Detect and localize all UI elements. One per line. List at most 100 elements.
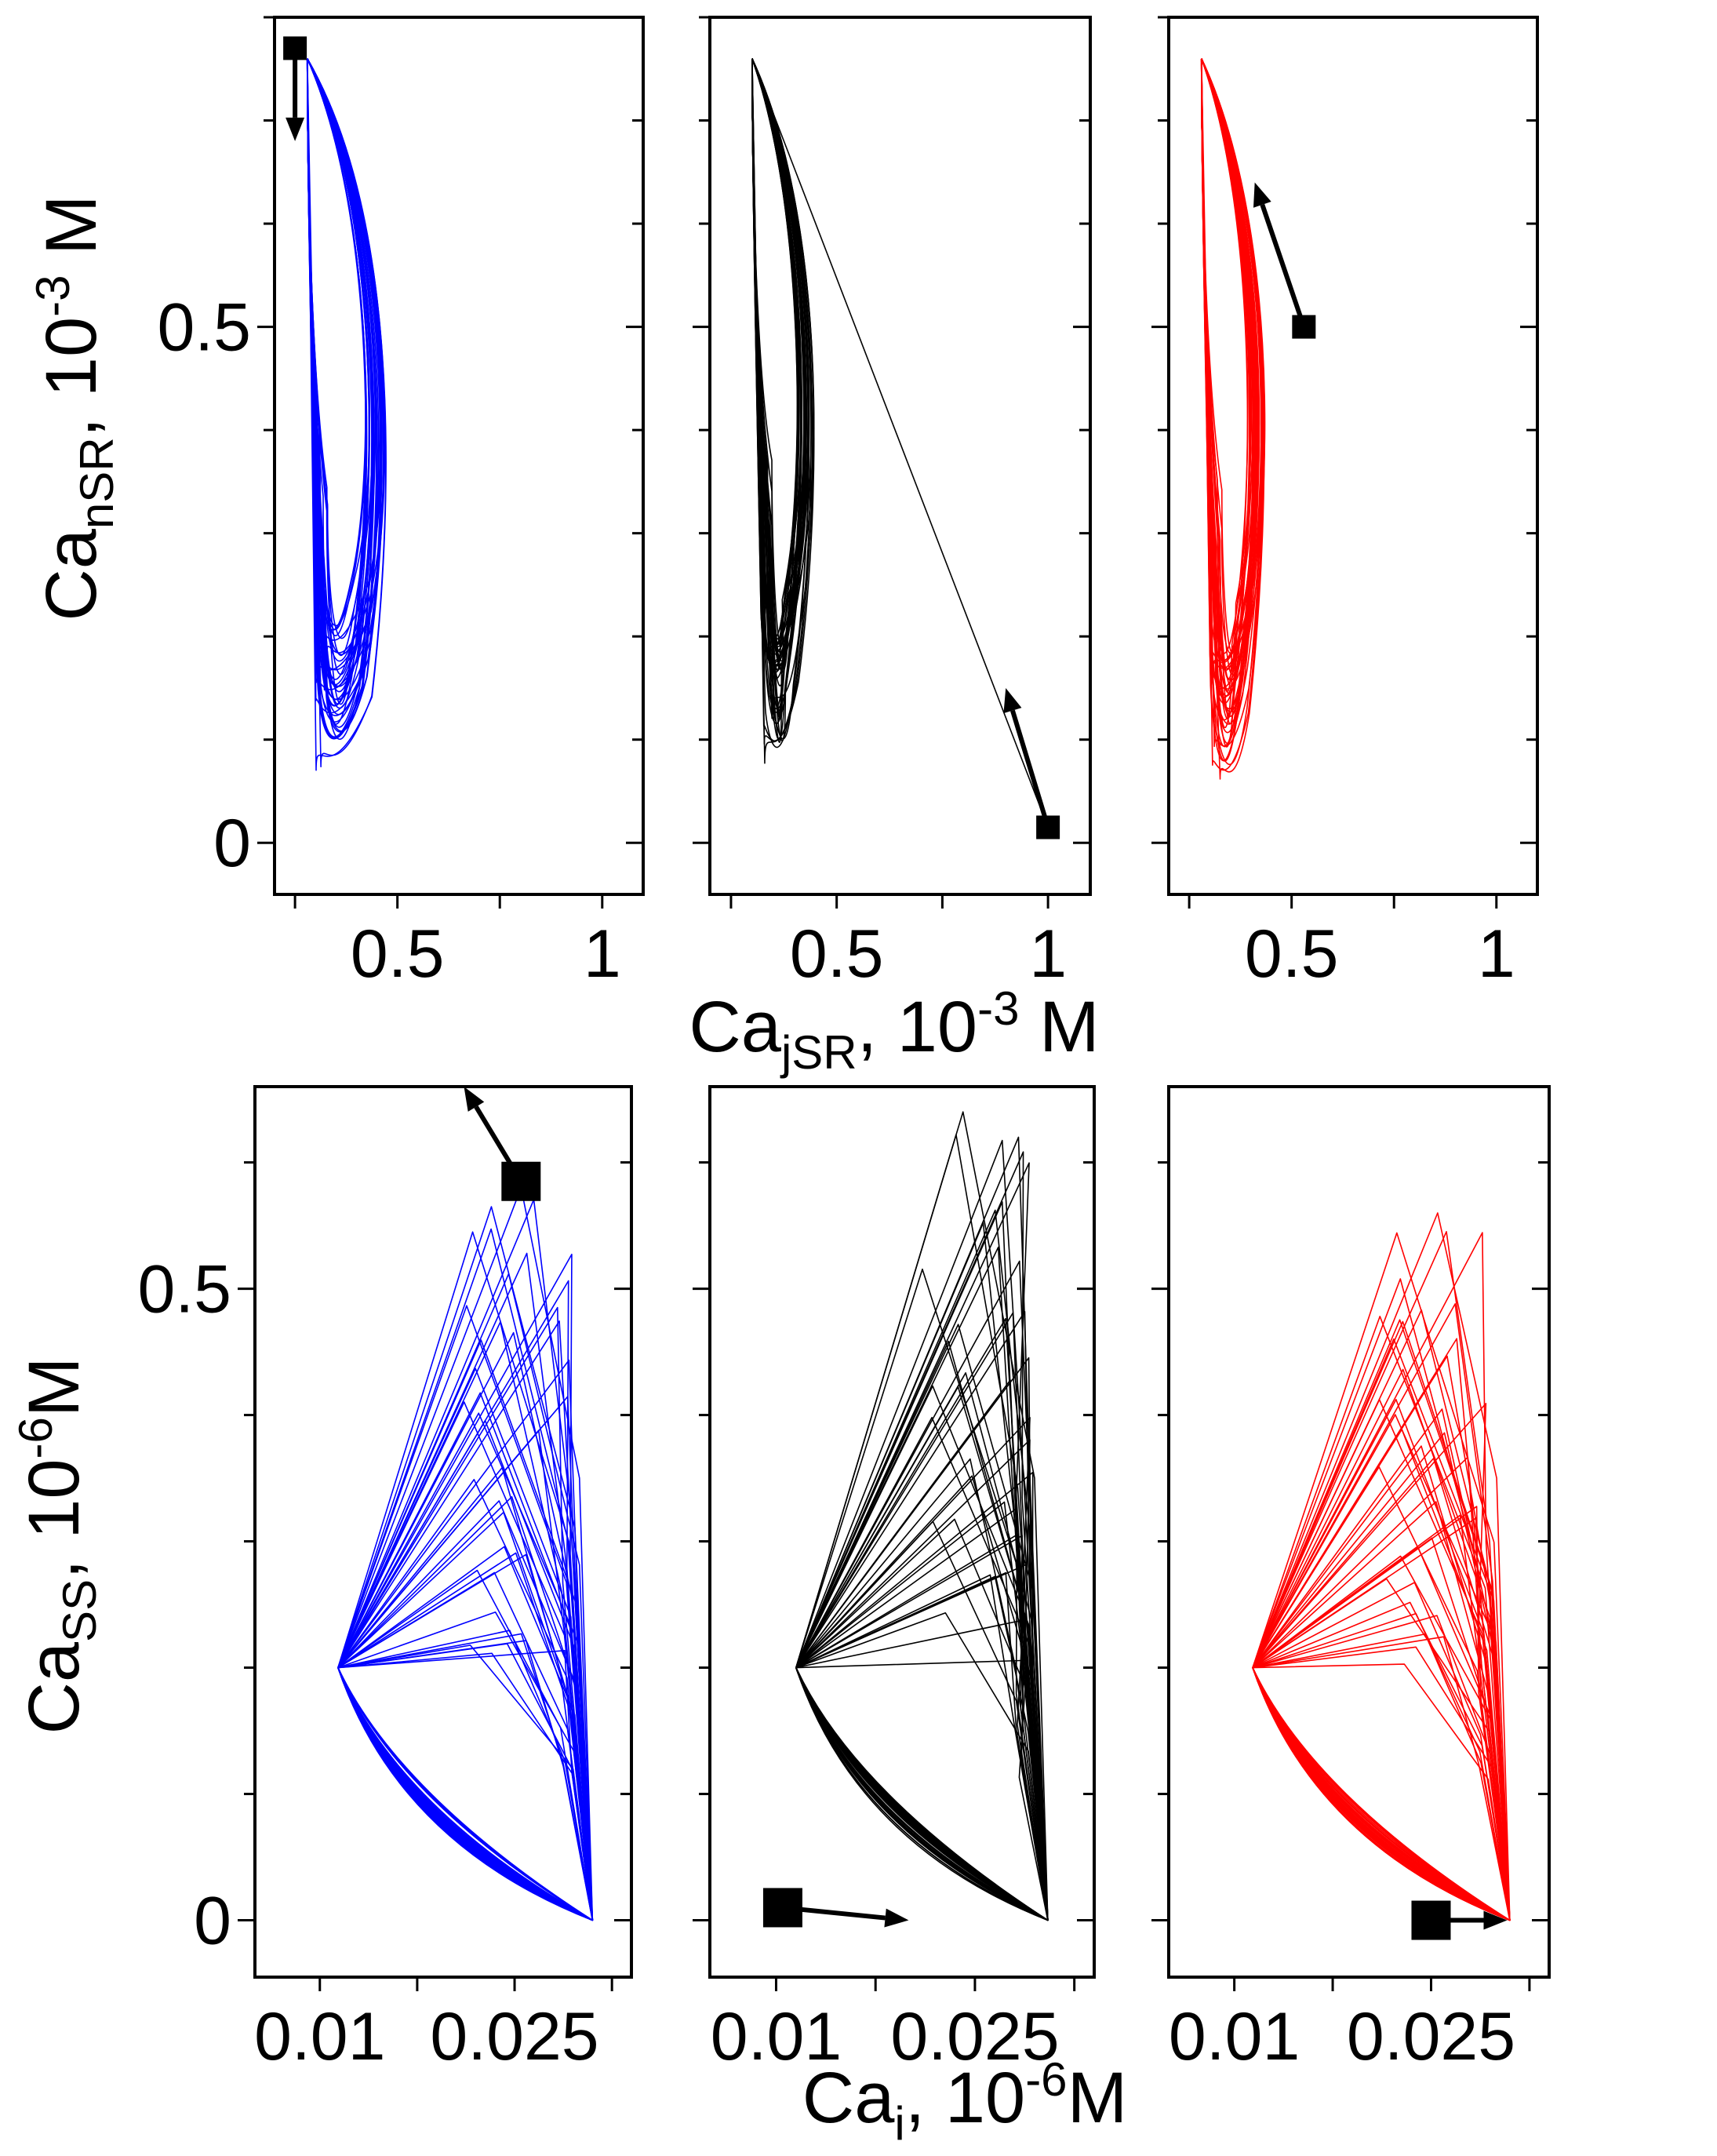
x-tick-label: 0.025 [890,1999,1059,2074]
bottom-xlabel-base: Ca [802,2058,895,2138]
trajectory-loop [795,1417,1049,1921]
x-tick-label: 0.5 [1245,916,1339,992]
direction-arrow-head [1003,687,1022,714]
x-tick-label: 0.01 [1169,1999,1300,2074]
x-tick-label: 1 [1478,916,1515,992]
plot-frame [1167,1085,1551,1979]
bottom-xlabel-sub: i [894,2097,904,2150]
trajectory-loop [337,1633,594,1921]
trajectory-loop [795,1533,1049,1921]
trajectory-loop [337,1652,594,1921]
trajectory-series [1252,1212,1511,1921]
trajectory-loop [751,58,812,667]
trajectory-outer-loop [337,1186,594,1921]
bottom-ylabel-sup: -6 [9,1417,62,1459]
trajectory-loop [795,1416,1049,1921]
panel-top-middle: 0.5 1 [693,16,1092,992]
direction-arrow-head [1483,1910,1508,1930]
direction-arrow-shaft [1010,709,1050,829]
direction-arrow-head [884,1908,909,1928]
direction-arrow-head [286,117,305,141]
trajectory-series [795,1111,1049,1921]
trajectory-loop [337,1569,594,1921]
trajectory-loop [795,1260,1049,1921]
x-tick-label: 1 [584,916,621,992]
plot-frame [253,1085,633,1979]
direction-arrow-shaft [1260,203,1307,328]
top-ylabel-unit: M [31,195,111,275]
trajectory-loop [337,1500,594,1921]
bottom-ylabel-unit: M [14,1357,94,1417]
start-marker [283,36,307,60]
panel-bottom-right: 0.01 0.025 [1151,1085,1551,2074]
y-tick-label: 0.5 [137,1252,231,1327]
trajectory-loop [1252,1466,1511,1921]
top-ylabel: CanSR, 10-3 M [27,195,123,621]
trajectory-loop [337,1643,594,1921]
trajectory-outer-loop [1252,1212,1511,1921]
trajectory-loop [337,1650,594,1921]
trajectory-loop [1200,58,1260,697]
start-marker [1292,315,1316,339]
top-xlabel-sup: -3 [977,982,1019,1035]
trajectory-series [337,1186,594,1921]
trajectory-loop [795,1520,1049,1921]
start-marker [501,1161,541,1201]
top-xlabel-sub: jSR [780,1026,857,1079]
trajectory-loop [337,1359,594,1921]
trajectory-loop [1252,1601,1511,1921]
top-ylabel-sub: nSR [71,437,123,529]
panel-bottom-left: 0.01 0.025 0 0.5 [137,1085,633,2074]
direction-arrow-head [464,1087,485,1112]
bottom-xlabel: Cai, 10-6M [802,2053,1127,2150]
trajectory-series [306,58,387,771]
trajectory-loop [337,1644,594,1921]
direction-arrow-head [1253,182,1271,208]
top-xlabel: CajSR, 10-3 M [689,982,1099,1079]
trajectory-loop [795,1535,1049,1921]
bottom-ylabel: CaSS, 10-6M [9,1357,106,1734]
trajectory-series [751,58,1049,828]
top-xlabel-rest: , 10 [857,987,977,1067]
trajectory-outer-loop [795,1111,1049,1921]
panel-top-right: 0.5 1 [1151,16,1539,992]
bottom-ylabel-base: Ca [14,1641,94,1734]
transient-line [751,58,1049,828]
x-tick-label: 0.5 [790,916,884,992]
x-tick-label: 0.5 [351,916,445,992]
y-tick-label: 0 [194,1884,231,1959]
plot-frame [1167,16,1539,896]
start-marker [762,1888,802,1928]
trajectory-loop [337,1630,594,1921]
y-tick-label: 0 [213,806,251,881]
top-ylabel-rest: , 10 [31,317,111,437]
bottom-xlabel-rest: , 10 [905,2058,1025,2138]
trajectory-loop [1252,1316,1511,1921]
x-tick-label: 0.01 [254,1999,385,2074]
top-ylabel-sup: -3 [27,275,79,317]
bottom-xlabel-sup: -6 [1025,2053,1067,2106]
trajectory-loop [1252,1636,1511,1921]
trajectory-loop [751,58,806,666]
x-tick-label: 0.025 [430,1999,598,2074]
top-xlabel-base: Ca [689,987,781,1067]
trajectory-loop [1252,1633,1511,1921]
trajectory-loop [1252,1663,1511,1921]
bottom-ylabel-sub: SS [53,1579,106,1642]
x-tick-label: 0.01 [711,1999,842,2074]
y-tick-label: 0.5 [157,290,251,366]
trajectory-series [1200,58,1266,780]
x-tick-label: 0.025 [1347,1999,1515,2074]
top-ylabel-base: Ca [31,528,111,621]
trajectory-loop [1252,1646,1511,1921]
bottom-ylabel-rest: , 10 [14,1459,94,1579]
trajectory-loop [795,1619,1049,1921]
trajectory-loop [795,1458,1049,1921]
plot-frame [708,1085,1096,1979]
start-marker [1036,815,1060,839]
plot-frame [273,16,645,896]
trajectory-loop [795,1134,1049,1921]
trajectory-loop [1252,1517,1511,1921]
